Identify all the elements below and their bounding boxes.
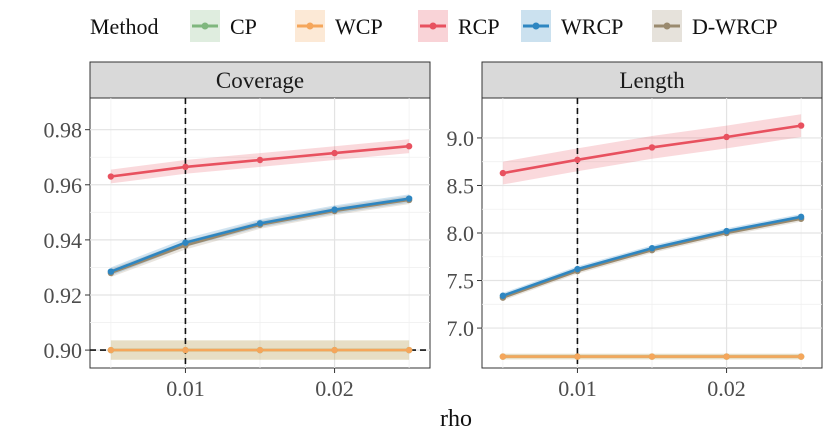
panel-title: Length xyxy=(619,68,685,93)
point-rcp xyxy=(574,156,581,163)
point-wrcp xyxy=(182,239,189,246)
panel-coverage: Coverage 0.90 0.92 0.94 0.96 0.98 0.01 0.02 xyxy=(44,61,431,401)
y-tick-label: 7.0 xyxy=(447,316,475,341)
legend-key-point xyxy=(663,22,671,30)
legend-label: D-WRCP xyxy=(692,14,778,39)
legend-entry-d-wrcp: D-WRCP xyxy=(652,10,778,42)
legend-key-point xyxy=(306,22,314,30)
point-rcp xyxy=(499,169,507,177)
x-axis-title: rho xyxy=(440,406,472,432)
series-points xyxy=(107,143,413,354)
legend-title: Method xyxy=(90,14,158,39)
point-wrcp xyxy=(499,292,507,299)
point-rcp xyxy=(256,156,264,164)
legend-entries: CP WCP RCP WRCP D-WRCP xyxy=(190,10,778,42)
point-wcp xyxy=(331,346,338,354)
y-tick-label: 0.96 xyxy=(44,173,83,198)
legend-entry-cp: CP xyxy=(190,10,257,42)
point-rcp xyxy=(182,163,189,171)
point-wcp xyxy=(574,353,581,360)
x-tick-label: 0.02 xyxy=(315,376,354,401)
point-wcp xyxy=(182,346,189,354)
legend-key-point xyxy=(201,22,209,30)
legend: Method CP WCP RCP WRCP D-WRCP xyxy=(90,10,778,42)
legend-key-point xyxy=(532,22,540,30)
y-tick-label: 0.92 xyxy=(44,283,83,308)
legend-label: WCP xyxy=(335,14,383,39)
grid xyxy=(482,98,822,368)
x-tick-labels: 0.01 0.02 xyxy=(166,368,354,401)
x-tick-labels: 0.01 0.02 xyxy=(558,368,746,401)
point-rcp xyxy=(723,133,730,141)
legend-entry-wcp: WCP xyxy=(295,10,383,42)
y-tick-label: 9.0 xyxy=(447,126,475,151)
legend-label: RCP xyxy=(458,14,500,39)
y-tick-label: 0.98 xyxy=(44,118,83,143)
legend-entry-rcp: RCP xyxy=(418,10,500,42)
legend-label: CP xyxy=(230,14,257,39)
point-wrcp xyxy=(723,227,730,235)
point-wcp xyxy=(256,346,264,354)
y-tick-label: 7.5 xyxy=(447,269,475,294)
strip-background xyxy=(89,61,431,99)
point-rcp xyxy=(331,149,338,157)
y-tick-label: 0.90 xyxy=(44,338,83,363)
x-tick-label: 0.01 xyxy=(558,376,597,401)
point-wrcp xyxy=(405,195,413,202)
y-tick-label: 8.0 xyxy=(447,221,475,246)
legend-key-point xyxy=(429,22,437,30)
point-wcp xyxy=(723,353,730,360)
x-tick-label: 0.01 xyxy=(166,376,205,401)
strip-background xyxy=(481,61,823,99)
legend-label: WRCP xyxy=(561,14,623,39)
point-wcp xyxy=(648,353,656,360)
x-tick-label: 0.02 xyxy=(707,376,746,401)
y-tick-labels: 0.90 0.92 0.94 0.96 0.98 xyxy=(44,118,90,363)
y-tick-labels: 7.0 7.5 8.0 8.5 9.0 xyxy=(447,126,482,341)
point-wrcp xyxy=(331,206,338,213)
point-rcp xyxy=(797,122,805,129)
point-wcp xyxy=(499,353,507,360)
point-wcp xyxy=(107,346,115,354)
panel-length: Length 7.0 7.5 8.0 8.5 9.0 0.01 0.02 xyxy=(447,61,823,401)
series-points xyxy=(499,122,805,360)
point-rcp xyxy=(405,143,413,150)
point-wrcp xyxy=(797,213,805,221)
point-wcp xyxy=(797,353,805,360)
panel-title: Coverage xyxy=(216,68,304,93)
point-wrcp xyxy=(107,268,115,275)
y-tick-label: 8.5 xyxy=(447,173,475,198)
point-wcp xyxy=(405,346,413,354)
legend-entry-wrcp: WRCP xyxy=(521,10,623,42)
y-tick-label: 0.94 xyxy=(44,228,83,253)
point-rcp xyxy=(107,173,115,180)
point-rcp xyxy=(648,144,656,151)
point-wrcp xyxy=(648,245,656,252)
point-wrcp xyxy=(256,220,264,227)
point-wrcp xyxy=(574,265,581,273)
